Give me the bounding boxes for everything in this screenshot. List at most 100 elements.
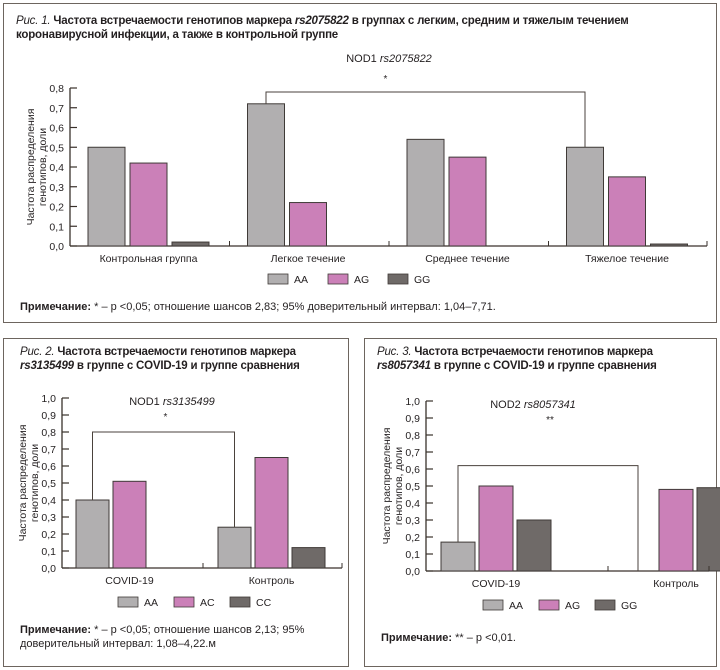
bar-aa [75,499,110,569]
bar-ag [608,176,646,247]
caption-marker: rs3135499 [20,360,74,372]
figure-1-note: Примечание: * – p <0,05; отношение шансо… [20,300,496,314]
chart-title-gene: NOD1 [346,53,380,65]
bar-ag [448,156,487,247]
y-tick-label: 0,3 [405,515,420,527]
bar-aa [406,138,445,247]
legend-swatch-aa [482,599,504,611]
y-tick-label: 0,2 [41,529,56,541]
chart-title: NOD1 rs2075822 [346,53,432,65]
y-tick-label: 0,7 [49,103,64,115]
y-tick-label: 0,7 [405,447,420,459]
chart-title: NOD2 rs8057341 [490,399,576,411]
legend-label-gg: GG [414,274,430,286]
bar-ac [254,457,289,569]
bar-aa [87,146,126,247]
bar-aa [247,103,285,247]
y-tick-label: 0,1 [41,546,56,558]
legend-label-aa: AA [294,274,308,286]
figure-3-note: Примечание: ** – p <0,01. [381,631,516,645]
y-tick-label: 0,1 [405,549,420,561]
significance-bracket [457,465,639,571]
caption-text: в группах с легким, средним и тяжелым те… [16,15,629,41]
legend-swatch-cc [229,596,251,608]
chart-title-marker: rs8057341 [524,399,576,411]
y-axis-label-line2: генотипов, доли [29,444,41,522]
y-axis-label-line1: Частота распределения [25,109,37,226]
legend-label-cc: CC [256,597,272,609]
legend-swatch-ag [538,599,560,611]
figure-3-panel: Рис. 3. Частота встречаемости генотипов … [364,338,717,667]
significance-bracket [265,91,586,148]
y-tick-label: 0,4 [41,495,56,507]
x-category-label: Контроль [249,575,295,587]
bar-ag [129,162,168,247]
legend-label-aa: AA [144,597,158,609]
y-tick-label: 0,3 [41,512,56,524]
y-axis-label-line1: Частота распределения [381,428,393,545]
bar-gg [696,487,720,572]
y-tick-label: 0,0 [41,563,56,575]
x-category-label: COVID-19 [472,578,521,590]
bar-ag [289,202,327,247]
note-text: ** – p <0,01. [452,632,516,644]
legend-label-ag: AG [565,600,580,612]
y-tick-label: 0,7 [41,444,56,456]
bar-cc [291,547,326,569]
bar-aa [217,526,252,569]
y-tick-label: 0,8 [41,427,56,439]
y-axis-label-line2: генотипов, доли [393,447,405,525]
significance-bracket [92,431,235,528]
y-tick-label: 0,4 [405,498,420,510]
bar-aa [566,146,604,247]
y-tick-label: 0,4 [49,162,64,174]
y-tick-label: 0,3 [49,182,64,194]
y-tick-label: 0,6 [41,461,56,473]
caption-text: в группе с COVID-19 и группе сравнения [430,360,657,372]
caption-text: Частота встречаемости генотипов маркера [57,346,296,358]
bar-gg [516,519,552,572]
legend-label-ac: AC [200,597,215,609]
figure-2-panel: Рис. 2. Частота встречаемости генотипов … [3,338,349,667]
note-text: * – p <0,05; отношение шансов 2,13; 95% … [20,624,305,650]
figure-1-caption-prefix: Рис. 1. [16,15,51,27]
bar-gg [171,241,210,247]
chart-title: NOD1 rs3135499 [129,396,215,408]
legend-label-ag: AG [354,274,369,286]
figure-2-caption: Рис. 2. Частота встречаемости генотипов … [20,345,340,373]
bar-aa [440,541,476,572]
y-axis-label-line2: генотипов, доли [37,128,49,206]
figure-2-note: Примечание: * – p <0,05; отношение шансо… [20,623,340,651]
legend-swatch-gg [387,273,409,285]
bar-ag [478,485,514,572]
y-tick-label: 0,8 [405,430,420,442]
y-axis-label-line1: Частота распределения [17,425,29,542]
significance-label: ** [546,415,554,426]
note-text: * – p <0,05; отношение шансов 2,83; 95% … [91,301,496,313]
figure-2-caption-prefix: Рис. 2. [20,346,55,358]
y-tick-label: 0,9 [41,410,56,422]
chart-title-gene: NOD2 [490,399,524,411]
caption-marker: rs8057341 [377,360,431,372]
significance-label: * [384,74,388,85]
y-tick-label: 1,0 [405,396,420,408]
x-category-label: Тяжелое течение [585,253,669,265]
x-category-label: Легкое течение [271,253,346,265]
y-tick-label: 0,9 [405,413,420,425]
legend-swatch-ac [173,596,195,608]
y-tick-label: 0,6 [49,123,64,135]
chart-title-gene: NOD1 [129,396,163,408]
x-category-label: Контрольная группа [100,253,198,265]
bar-ac [112,480,147,569]
caption-marker: rs2075822 [294,15,349,27]
y-tick-label: 0,2 [405,532,420,544]
y-tick-label: 1,0 [41,393,56,405]
legend-swatch-aa [267,273,289,285]
note-label: Примечание: [20,624,92,636]
legend-swatch-ag [327,273,349,285]
legend-label-aa: AA [509,600,523,612]
y-tick-label: 0,5 [41,478,56,490]
legend-label-gg: GG [621,600,637,612]
legend-swatch-aa [117,596,139,608]
